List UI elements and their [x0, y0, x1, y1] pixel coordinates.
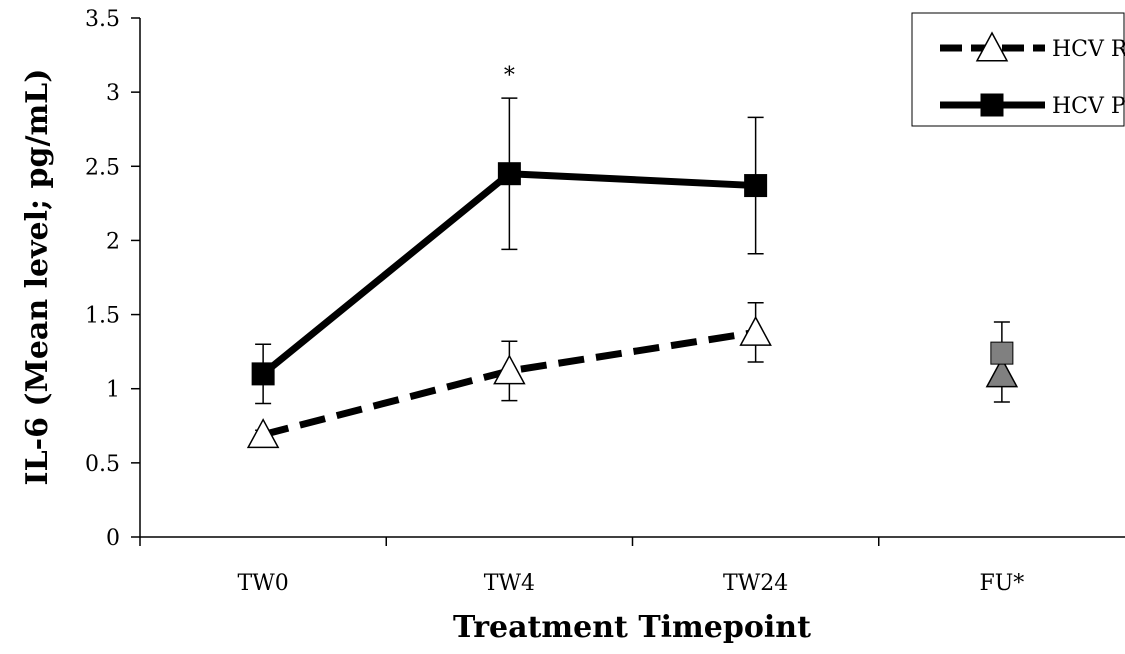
data-point-triangle [493, 354, 526, 385]
series-hcv-rf [246, 301, 772, 449]
series-line [262, 328, 757, 439]
legend-label: HCV PF [1052, 94, 1125, 119]
y-tick-label: 2 [106, 229, 120, 254]
y-tick-label: 1.5 [85, 304, 120, 329]
followup-triangle [985, 357, 1019, 388]
x-tick-label: FU* [979, 571, 1024, 596]
y-tick-label: 3.5 [85, 7, 120, 32]
annotations: * [504, 63, 515, 88]
followup-markers [985, 321, 1019, 403]
data-point-square [744, 174, 768, 198]
data-point-square [251, 362, 275, 386]
y-axis-title: IL-6 (Mean level; pg/mL) [20, 69, 55, 486]
legend-square-icon [980, 93, 1004, 117]
legend-label: HCV RF [1052, 37, 1125, 62]
x-axis-title: Treatment Timepoint [453, 610, 811, 645]
x-tick-label: TW24 [723, 571, 788, 596]
legend-item: HCV PF [940, 93, 1125, 119]
data-point-square [497, 162, 521, 186]
x-tick-label: TW4 [484, 571, 535, 596]
series-hcv-pf [251, 97, 768, 405]
x-tick-label: TW0 [237, 571, 288, 596]
series-layer [246, 97, 1019, 449]
significance-asterisk: * [504, 63, 515, 88]
y-tick-label: 2.5 [85, 155, 120, 180]
data-point-triangle [246, 418, 280, 449]
y-axis-ticks: 0 0.5 1 1.5 2 2.5 3 3.5 [85, 7, 140, 551]
x-axis-ticks: TW0 TW4 TW24 FU* [139, 537, 1024, 596]
y-tick-label: 0.5 [85, 452, 120, 477]
y-tick-label: 3 [106, 81, 120, 106]
legend-item: HCV RF [940, 31, 1125, 62]
y-tick-label: 1 [106, 378, 120, 403]
legend-triangle-icon [975, 31, 1009, 62]
followup-square [990, 341, 1014, 365]
data-point-triangle [739, 315, 772, 346]
y-tick-label: 0 [106, 526, 120, 551]
legend: HCV RF HCV PF [911, 12, 1125, 127]
